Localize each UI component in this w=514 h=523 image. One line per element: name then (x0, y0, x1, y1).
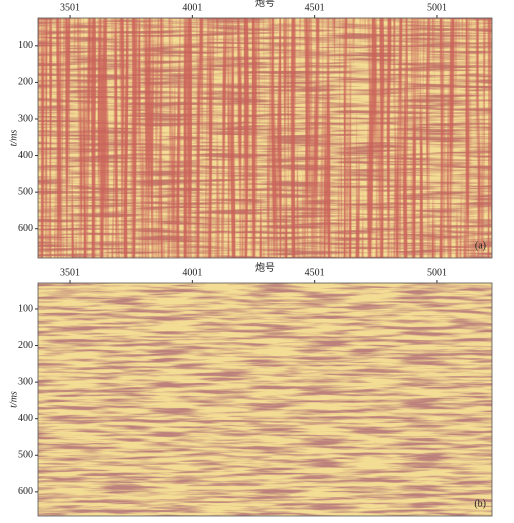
x-tick-label: 4501 (305, 2, 325, 13)
x-tick-label: 4001 (182, 2, 202, 13)
x-axis-label: 炮号 (255, 261, 275, 274)
plot-frame (37, 17, 493, 259)
x-tick-label: 3501 (60, 2, 80, 13)
x-tick-label: 4001 (182, 267, 202, 278)
seismic-reflections (38, 283, 492, 516)
x-tick-label: 5001 (427, 267, 447, 278)
y-tick-label: 100 (18, 40, 33, 51)
y-tick-label: 200 (18, 340, 33, 351)
y-tick-label: 200 (18, 77, 33, 88)
y-tick-label: 600 (18, 223, 33, 234)
y-tick-label: 100 (18, 303, 33, 314)
x-tick-label: 4501 (305, 267, 325, 278)
y-tick-label: 500 (18, 186, 33, 197)
y-tick-label: 300 (18, 113, 33, 124)
y-axis-label: t/ms (8, 391, 19, 408)
seismic-noise-stripes (38, 18, 492, 258)
y-tick-label: 500 (18, 450, 33, 461)
x-tick-label: 3501 (60, 267, 80, 278)
y-tick-label: 600 (18, 486, 33, 497)
panel-label: (a) (475, 240, 486, 251)
y-axis-label: t/ms (8, 130, 19, 147)
panel-label: (b) (474, 498, 486, 509)
y-tick-label: 400 (18, 150, 33, 161)
y-tick-label: 400 (18, 413, 33, 424)
plot-frame (37, 282, 493, 517)
x-axis-label: 炮号 (255, 0, 275, 9)
x-tick-label: 5001 (427, 2, 447, 13)
y-tick-label: 300 (18, 376, 33, 387)
